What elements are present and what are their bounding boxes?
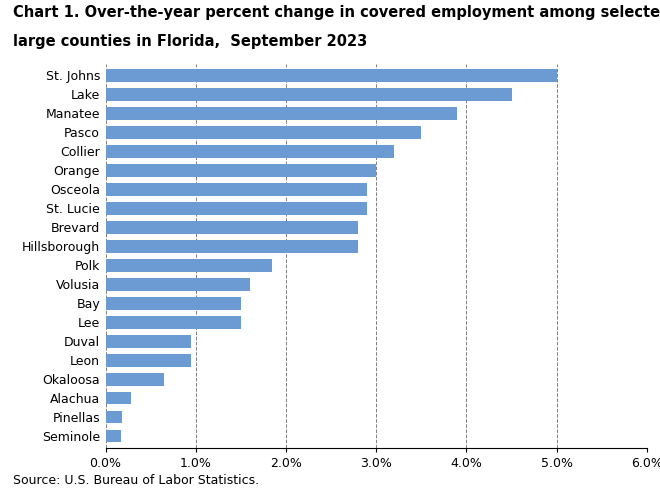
Bar	[106, 297, 241, 309]
Bar	[106, 107, 457, 120]
Text: large counties in Florida,  September 2023: large counties in Florida, September 202…	[13, 34, 368, 49]
Bar	[106, 221, 358, 234]
Bar	[106, 202, 367, 215]
Bar	[106, 316, 241, 329]
Bar	[106, 354, 191, 367]
Bar	[106, 335, 191, 347]
Text: Chart 1. Over-the-year percent change in covered employment among selected: Chart 1. Over-the-year percent change in…	[13, 5, 660, 20]
Bar	[106, 126, 421, 139]
Bar	[106, 411, 122, 424]
Bar	[106, 392, 131, 404]
Bar	[106, 183, 367, 195]
Bar	[106, 373, 164, 386]
Bar	[106, 88, 512, 100]
Bar	[106, 259, 273, 272]
Bar	[106, 145, 394, 157]
Bar	[106, 430, 121, 442]
Bar	[106, 69, 556, 82]
Bar	[106, 164, 376, 177]
Bar	[106, 240, 358, 252]
Text: Source: U.S. Bureau of Labor Statistics.: Source: U.S. Bureau of Labor Statistics.	[13, 474, 259, 487]
Bar	[106, 278, 250, 290]
